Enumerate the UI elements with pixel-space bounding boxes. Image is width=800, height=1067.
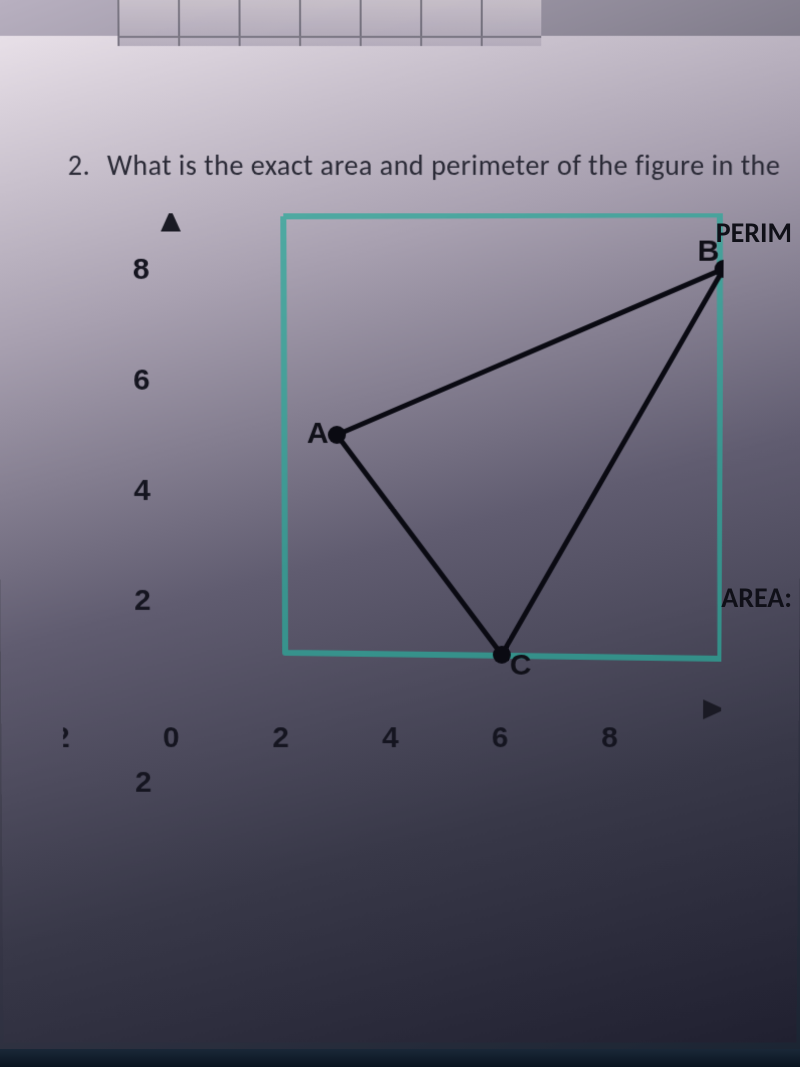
svg-text:0: 0 xyxy=(163,721,180,754)
svg-text:A: A xyxy=(307,417,329,450)
svg-text:4: 4 xyxy=(134,474,151,507)
svg-text:4: 4 xyxy=(382,721,399,754)
question-number: 2. xyxy=(68,148,91,183)
previous-problem-fragment xyxy=(117,0,541,46)
table-edge xyxy=(0,1049,800,1067)
area-label: AREA: xyxy=(721,580,792,615)
svg-text:C: C xyxy=(510,649,532,682)
coordinate-grid-svg: 24682024682ABC xyxy=(60,213,724,853)
svg-text:2: 2 xyxy=(60,721,70,754)
question-body: What is the exact area and perimeter of … xyxy=(107,148,780,183)
coordinate-grid-figure: 24682024682ABC xyxy=(60,213,724,853)
svg-text:2: 2 xyxy=(134,584,151,617)
perimeter-label: PERIM xyxy=(716,215,792,250)
svg-text:2: 2 xyxy=(135,766,152,799)
svg-text:8: 8 xyxy=(133,253,150,286)
svg-text:8: 8 xyxy=(601,721,618,754)
svg-text:6: 6 xyxy=(133,364,150,397)
svg-text:6: 6 xyxy=(492,721,509,754)
worksheet-paper: 2. What is the exact area and perimeter … xyxy=(0,36,800,1042)
question-text: 2. What is the exact area and perimeter … xyxy=(68,148,783,183)
svg-text:2: 2 xyxy=(272,721,289,754)
